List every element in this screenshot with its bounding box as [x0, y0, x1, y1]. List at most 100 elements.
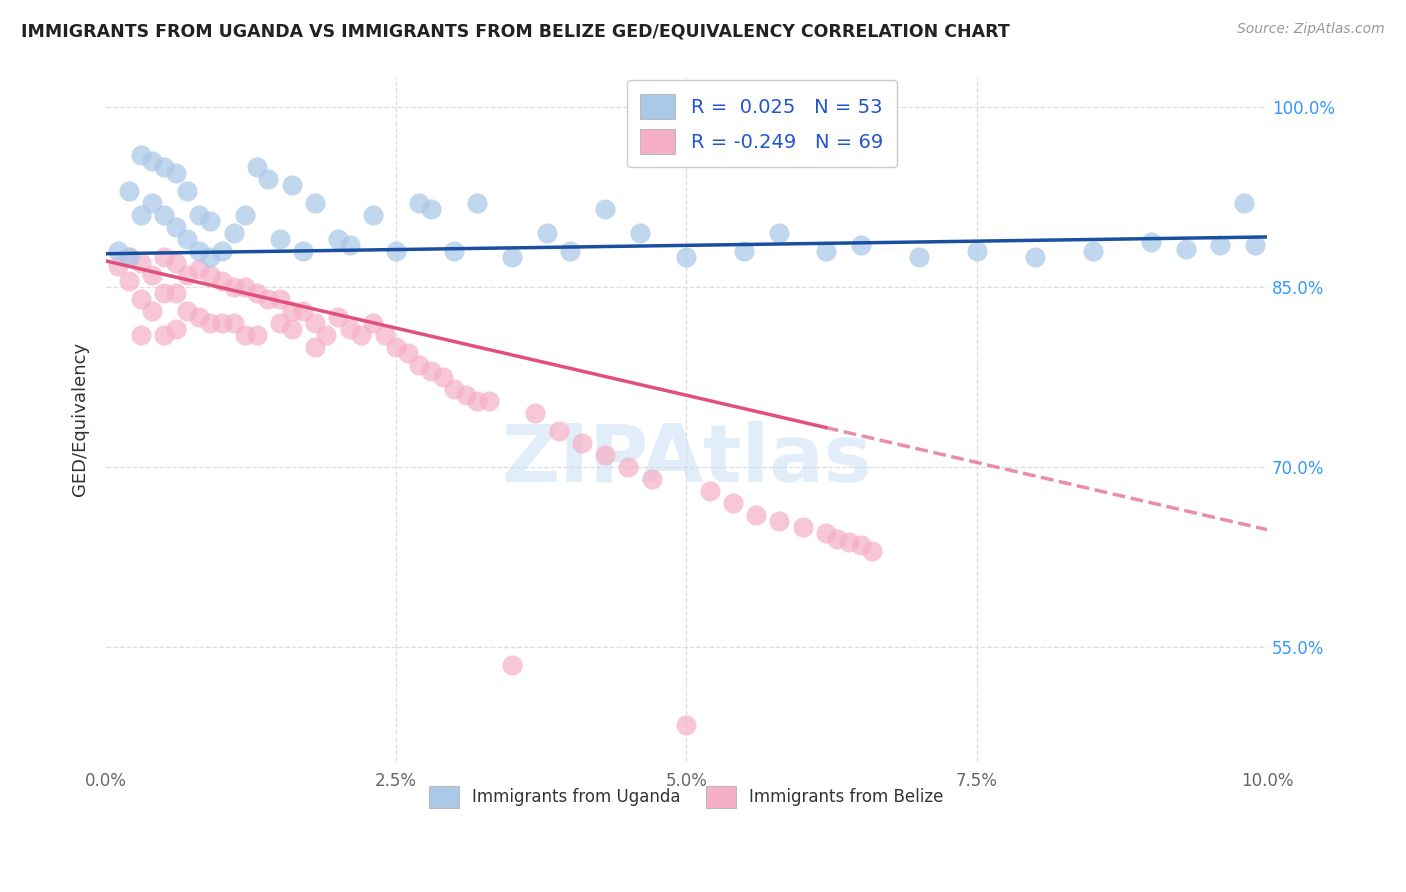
- Point: [211, 244, 233, 259]
- Point: [733, 244, 755, 259]
- Point: [721, 496, 744, 510]
- Point: [153, 161, 176, 175]
- Point: [547, 424, 569, 438]
- Point: [211, 274, 233, 288]
- Point: [153, 286, 176, 301]
- Point: [280, 322, 302, 336]
- Point: [768, 514, 790, 528]
- Point: [536, 227, 558, 241]
- Point: [339, 322, 361, 336]
- Point: [129, 328, 152, 343]
- Point: [849, 538, 872, 552]
- Point: [1024, 251, 1046, 265]
- Point: [814, 526, 837, 541]
- Point: [571, 436, 593, 450]
- Point: [1233, 196, 1256, 211]
- Point: [745, 508, 768, 523]
- Point: [1174, 242, 1197, 256]
- Point: [385, 340, 408, 354]
- Point: [118, 251, 141, 265]
- Point: [467, 196, 489, 211]
- Point: [141, 304, 163, 318]
- Point: [269, 316, 291, 330]
- Point: [176, 232, 198, 246]
- Point: [222, 316, 245, 330]
- Point: [1209, 238, 1232, 252]
- Point: [408, 359, 430, 373]
- Point: [141, 154, 163, 169]
- Point: [200, 214, 222, 228]
- Point: [292, 304, 315, 318]
- Point: [454, 388, 477, 402]
- Point: [443, 382, 465, 396]
- Point: [141, 268, 163, 283]
- Point: [814, 244, 837, 259]
- Point: [792, 520, 814, 534]
- Point: [860, 544, 883, 558]
- Point: [129, 148, 152, 162]
- Point: [211, 316, 233, 330]
- Point: [640, 472, 662, 486]
- Point: [257, 293, 280, 307]
- Point: [593, 448, 616, 462]
- Point: [617, 460, 640, 475]
- Point: [467, 394, 489, 409]
- Point: [269, 293, 291, 307]
- Point: [233, 208, 256, 222]
- Legend: Immigrants from Uganda, Immigrants from Belize: Immigrants from Uganda, Immigrants from …: [422, 780, 950, 814]
- Point: [675, 251, 697, 265]
- Point: [118, 251, 141, 265]
- Point: [246, 328, 269, 343]
- Point: [501, 658, 523, 673]
- Point: [1244, 238, 1267, 252]
- Point: [304, 340, 326, 354]
- Point: [966, 244, 988, 259]
- Point: [628, 227, 651, 241]
- Point: [838, 534, 860, 549]
- Point: [478, 394, 501, 409]
- Point: [420, 364, 443, 378]
- Point: [280, 304, 302, 318]
- Point: [200, 251, 222, 265]
- Point: [443, 244, 465, 259]
- Point: [827, 532, 849, 546]
- Point: [233, 328, 256, 343]
- Point: [257, 172, 280, 186]
- Point: [118, 274, 141, 288]
- Point: [699, 484, 721, 499]
- Point: [907, 251, 929, 265]
- Y-axis label: GED/Equivalency: GED/Equivalency: [72, 343, 89, 496]
- Point: [304, 316, 326, 330]
- Point: [675, 718, 697, 732]
- Point: [374, 328, 396, 343]
- Point: [153, 208, 176, 222]
- Point: [153, 251, 176, 265]
- Point: [326, 232, 349, 246]
- Point: [361, 208, 384, 222]
- Point: [107, 259, 129, 273]
- Point: [187, 244, 209, 259]
- Point: [246, 161, 269, 175]
- Point: [350, 328, 373, 343]
- Point: [118, 185, 141, 199]
- Point: [200, 268, 222, 283]
- Point: [280, 178, 302, 193]
- Point: [385, 244, 408, 259]
- Point: [187, 310, 209, 325]
- Point: [269, 232, 291, 246]
- Point: [176, 304, 198, 318]
- Point: [396, 346, 419, 360]
- Point: [432, 370, 454, 384]
- Point: [165, 286, 187, 301]
- Point: [200, 316, 222, 330]
- Point: [222, 227, 245, 241]
- Point: [420, 202, 443, 217]
- Point: [768, 227, 790, 241]
- Point: [129, 256, 152, 270]
- Point: [129, 293, 152, 307]
- Point: [1139, 235, 1161, 249]
- Point: [222, 280, 245, 294]
- Point: [176, 268, 198, 283]
- Point: [292, 244, 315, 259]
- Point: [153, 328, 176, 343]
